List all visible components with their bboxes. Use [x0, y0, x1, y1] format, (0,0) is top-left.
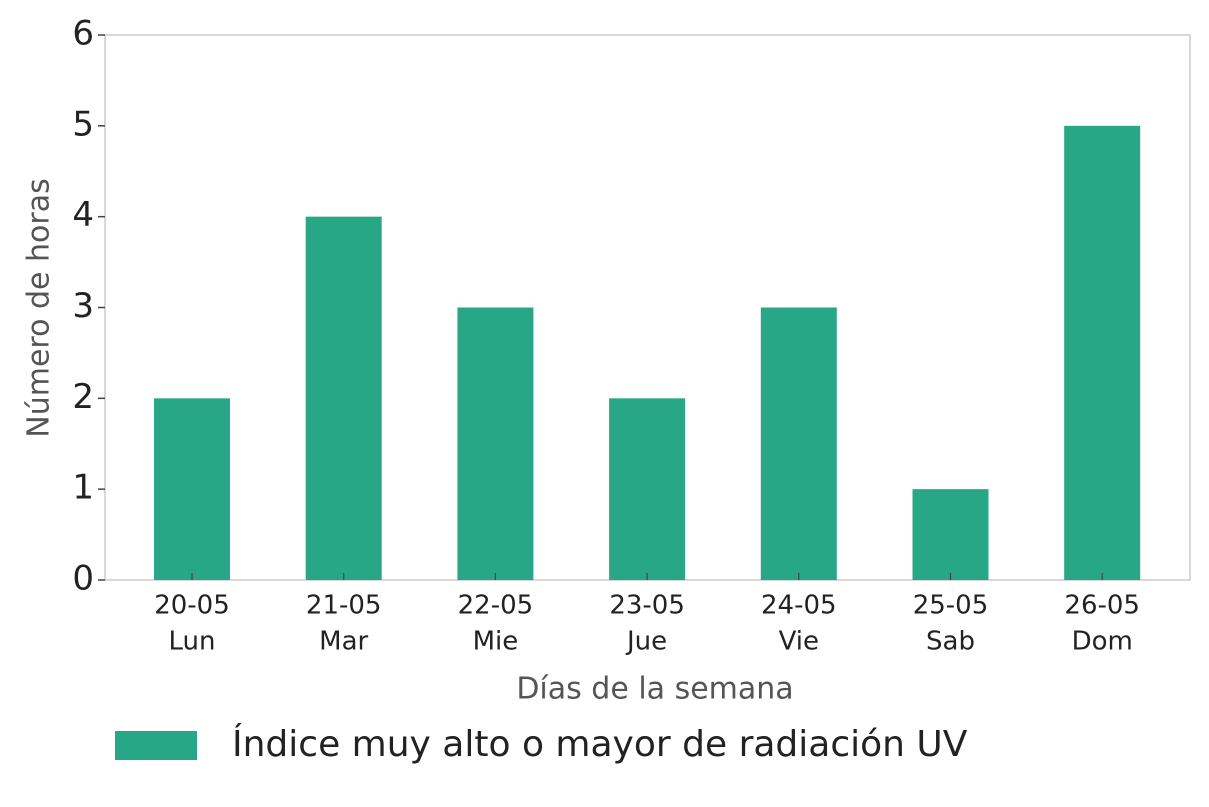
y-tick-label: 3 [72, 286, 94, 326]
bar [760, 307, 837, 580]
x-tick-label: Jue [625, 627, 667, 657]
x-tick-label: Sab [926, 627, 975, 657]
x-tick-label: 26-05 [1064, 591, 1140, 621]
bar [305, 216, 382, 580]
y-tick-label: 1 [72, 468, 94, 508]
x-tick-label: Lun [169, 627, 216, 657]
bar [154, 398, 230, 580]
bar [912, 489, 989, 580]
y-tick-label: 4 [72, 195, 94, 235]
x-tick-label: 21-05 [306, 591, 382, 621]
x-tick-label: Dom [1072, 627, 1133, 657]
y-tick-label: 6 [72, 14, 94, 54]
legend-swatch [115, 731, 197, 760]
legend-label: Índice muy alto o mayor de radiación UV [232, 723, 968, 765]
y-tick-label: 5 [72, 104, 94, 144]
x-tick-label: 25-05 [913, 591, 989, 621]
x-tick-label: 22-05 [458, 591, 534, 621]
x-tick-label: Vie [779, 627, 819, 657]
bar [609, 398, 686, 580]
y-tick-label: 0 [72, 559, 94, 599]
x-tick-label: 23-05 [609, 591, 685, 621]
x-tick-label: 24-05 [761, 591, 837, 621]
x-axis-label: Días de la semana [516, 672, 793, 707]
y-tick-label: 2 [72, 377, 94, 417]
bar [1064, 125, 1141, 580]
x-tick-label: Mar [319, 627, 368, 657]
bar [457, 307, 534, 580]
y-axis-label: Número de horas [22, 178, 57, 437]
x-tick-label: 20-05 [154, 591, 230, 621]
x-tick-label: Mie [473, 627, 519, 657]
